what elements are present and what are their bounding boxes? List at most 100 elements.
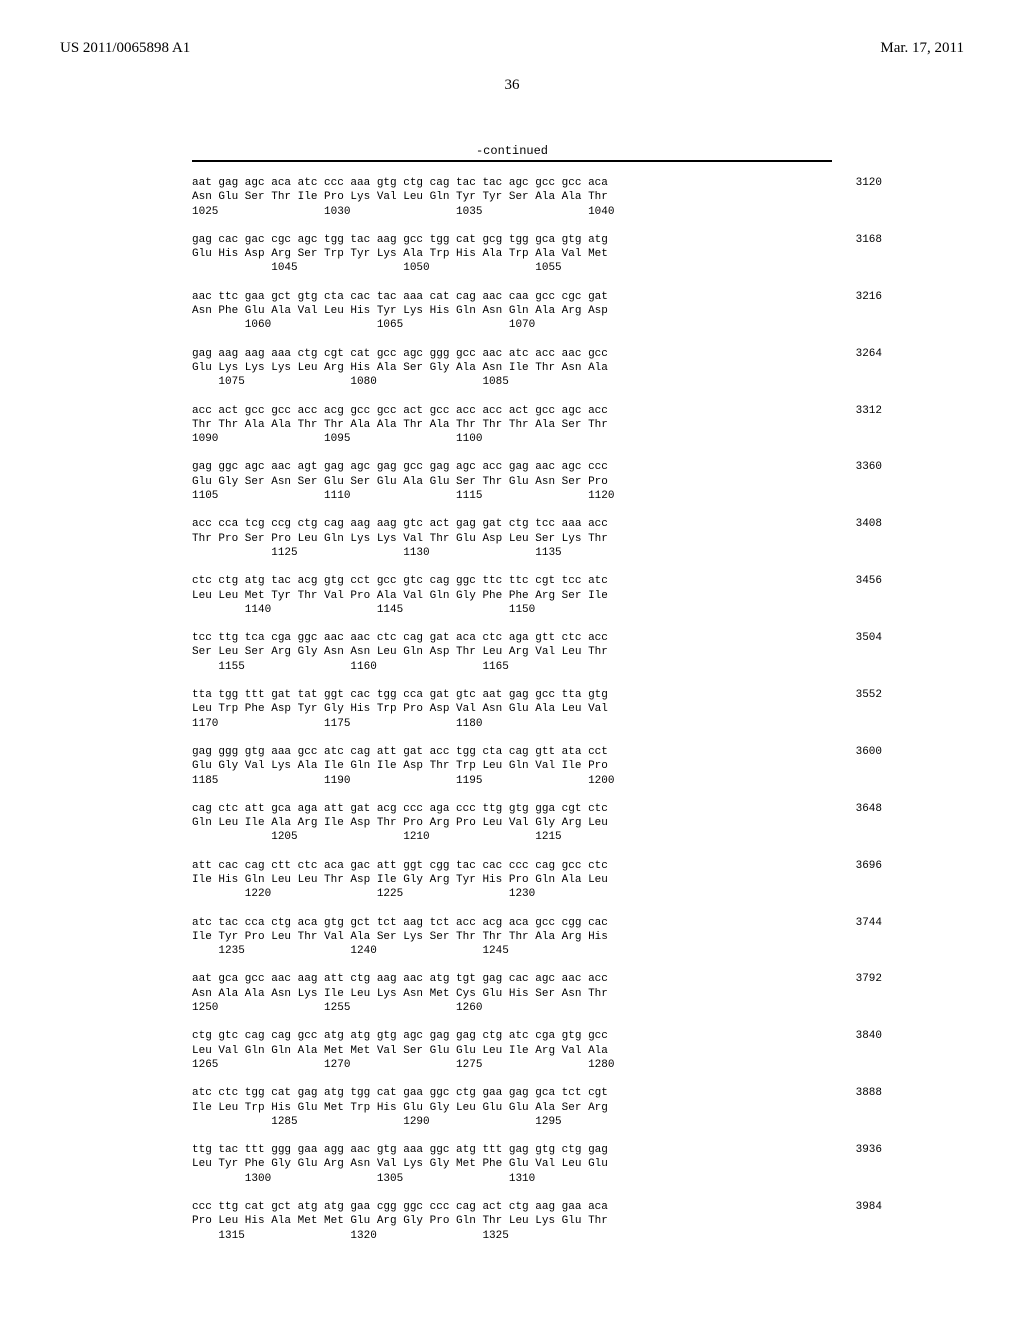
end-position-number: 3696 [856, 859, 882, 873]
end-position-number: 3648 [856, 802, 882, 816]
dna-line: acc cca tcg ccg ctg cag aag aag gtc act … [192, 517, 832, 531]
position-line: 1140 1145 1150 [192, 603, 832, 617]
position-line: 1220 1225 1230 [192, 887, 832, 901]
position-line: 1060 1065 1070 [192, 318, 832, 332]
sequence-block: 3744atc tac cca ctg aca gtg gct tct aag … [192, 916, 832, 959]
amino-acid-line: Ser Leu Ser Arg Gly Asn Asn Leu Gln Asp … [192, 645, 832, 659]
page-number: 36 [60, 77, 964, 94]
dna-line: gag ggg gtg aaa gcc atc cag att gat acc … [192, 745, 832, 759]
dna-line: tta tgg ttt gat tat ggt cac tgg cca gat … [192, 688, 832, 702]
amino-acid-line: Leu Leu Met Tyr Thr Val Pro Ala Val Gln … [192, 589, 832, 603]
sequence-block: 3312acc act gcc gcc acc acg gcc gcc act … [192, 404, 832, 447]
sequence-block: 3552tta tgg ttt gat tat ggt cac tgg cca … [192, 688, 832, 731]
dna-line: gag cac gac cgc agc tgg tac aag gcc tgg … [192, 233, 832, 247]
position-line: 1185 1190 1195 1200 [192, 774, 832, 788]
end-position-number: 3936 [856, 1143, 882, 1157]
dna-line: aat gag agc aca atc ccc aaa gtg ctg cag … [192, 176, 832, 190]
position-line: 1235 1240 1245 [192, 944, 832, 958]
amino-acid-line: Pro Leu His Ala Met Met Glu Arg Gly Pro … [192, 1214, 832, 1228]
amino-acid-line: Asn Glu Ser Thr Ile Pro Lys Val Leu Gln … [192, 190, 832, 204]
sequence-block: 3984ccc ttg cat gct atg atg gaa cgg ggc … [192, 1200, 832, 1243]
position-line: 1170 1175 1180 [192, 717, 832, 731]
dna-line: ctg gtc cag cag gcc atg atg gtg agc gag … [192, 1029, 832, 1043]
position-line: 1205 1210 1215 [192, 830, 832, 844]
end-position-number: 3456 [856, 574, 882, 588]
sequence-block: 3936ttg tac ttt ggg gaa agg aac gtg aaa … [192, 1143, 832, 1186]
sequence-block: 3168gag cac gac cgc agc tgg tac aag gcc … [192, 233, 832, 276]
end-position-number: 3360 [856, 460, 882, 474]
sequence-block: 3360gag ggc agc aac agt gag agc gag gcc … [192, 460, 832, 503]
sequence-block: 3648cag ctc att gca aga att gat acg ccc … [192, 802, 832, 845]
end-position-number: 3984 [856, 1200, 882, 1214]
position-line: 1025 1030 1035 1040 [192, 205, 832, 219]
dna-line: ctc ctg atg tac acg gtg cct gcc gtc cag … [192, 574, 832, 588]
amino-acid-line: Thr Pro Ser Pro Leu Gln Lys Lys Val Thr … [192, 532, 832, 546]
dna-line: aat gca gcc aac aag att ctg aag aac atg … [192, 972, 832, 986]
amino-acid-line: Glu Gly Ser Asn Ser Glu Ser Glu Ala Glu … [192, 475, 832, 489]
end-position-number: 3504 [856, 631, 882, 645]
dna-line: atc tac cca ctg aca gtg gct tct aag tct … [192, 916, 832, 930]
end-position-number: 3168 [856, 233, 882, 247]
amino-acid-line: Glu Lys Lys Lys Leu Arg His Ala Ser Gly … [192, 361, 832, 375]
end-position-number: 3840 [856, 1029, 882, 1043]
dna-line: aac ttc gaa gct gtg cta cac tac aaa cat … [192, 290, 832, 304]
end-position-number: 3216 [856, 290, 882, 304]
amino-acid-line: Leu Tyr Phe Gly Glu Arg Asn Val Lys Gly … [192, 1157, 832, 1171]
amino-acid-line: Asn Ala Ala Asn Lys Ile Leu Lys Asn Met … [192, 987, 832, 1001]
amino-acid-line: Glu Gly Val Lys Ala Ile Gln Ile Asp Thr … [192, 759, 832, 773]
sequence-block: 3456ctc ctg atg tac acg gtg cct gcc gtc … [192, 574, 832, 617]
sequence-block: 3120aat gag agc aca atc ccc aaa gtg ctg … [192, 176, 832, 219]
amino-acid-line: Thr Thr Ala Ala Thr Thr Ala Ala Thr Ala … [192, 418, 832, 432]
sequence-block: 3600gag ggg gtg aaa gcc atc cag att gat … [192, 745, 832, 788]
dna-line: atc ctc tgg cat gag atg tgg cat gaa ggc … [192, 1086, 832, 1100]
amino-acid-line: Ile Leu Trp His Glu Met Trp His Glu Gly … [192, 1101, 832, 1115]
position-line: 1090 1095 1100 [192, 432, 832, 446]
position-line: 1315 1320 1325 [192, 1229, 832, 1243]
position-line: 1075 1080 1085 [192, 375, 832, 389]
position-line: 1250 1255 1260 [192, 1001, 832, 1015]
sequence-block: 3216aac ttc gaa gct gtg cta cac tac aaa … [192, 290, 832, 333]
sequence-block: 3888atc ctc tgg cat gag atg tgg cat gaa … [192, 1086, 832, 1129]
sequence-block: 3504tcc ttg tca cga ggc aac aac ctc cag … [192, 631, 832, 674]
end-position-number: 3744 [856, 916, 882, 930]
sequence-container: 3120aat gag agc aca atc ccc aaa gtg ctg … [192, 160, 832, 1243]
dna-line: gag ggc agc aac agt gag agc gag gcc gag … [192, 460, 832, 474]
position-line: 1125 1130 1135 [192, 546, 832, 560]
position-line: 1285 1290 1295 [192, 1115, 832, 1129]
dna-line: tcc ttg tca cga ggc aac aac ctc cag gat … [192, 631, 832, 645]
dna-line: gag aag aag aaa ctg cgt cat gcc agc ggg … [192, 347, 832, 361]
dna-line: cag ctc att gca aga att gat acg ccc aga … [192, 802, 832, 816]
amino-acid-line: Leu Val Gln Gln Ala Met Met Val Ser Glu … [192, 1044, 832, 1058]
amino-acid-line: Glu His Asp Arg Ser Trp Tyr Lys Ala Trp … [192, 247, 832, 261]
end-position-number: 3264 [856, 347, 882, 361]
amino-acid-line: Asn Phe Glu Ala Val Leu His Tyr Lys His … [192, 304, 832, 318]
end-position-number: 3600 [856, 745, 882, 759]
end-position-number: 3552 [856, 688, 882, 702]
end-position-number: 3120 [856, 176, 882, 190]
sequence-block: 3408acc cca tcg ccg ctg cag aag aag gtc … [192, 517, 832, 560]
dna-line: ccc ttg cat gct atg atg gaa cgg ggc ccc … [192, 1200, 832, 1214]
end-position-number: 3888 [856, 1086, 882, 1100]
dna-line: acc act gcc gcc acc acg gcc gcc act gcc … [192, 404, 832, 418]
sequence-block: 3696att cac cag ctt ctc aca gac att ggt … [192, 859, 832, 902]
dna-line: att cac cag ctt ctc aca gac att ggt cgg … [192, 859, 832, 873]
sequence-block: 3840ctg gtc cag cag gcc atg atg gtg agc … [192, 1029, 832, 1072]
sequence-block: 3792aat gca gcc aac aag att ctg aag aac … [192, 972, 832, 1015]
dna-line: ttg tac ttt ggg gaa agg aac gtg aaa ggc … [192, 1143, 832, 1157]
amino-acid-line: Leu Trp Phe Asp Tyr Gly His Trp Pro Asp … [192, 702, 832, 716]
position-line: 1105 1110 1115 1120 [192, 489, 832, 503]
position-line: 1300 1305 1310 [192, 1172, 832, 1186]
position-line: 1265 1270 1275 1280 [192, 1058, 832, 1072]
end-position-number: 3312 [856, 404, 882, 418]
amino-acid-line: Ile Tyr Pro Leu Thr Val Ala Ser Lys Ser … [192, 930, 832, 944]
position-line: 1155 1160 1165 [192, 660, 832, 674]
amino-acid-line: Ile His Gln Leu Leu Thr Asp Ile Gly Arg … [192, 873, 832, 887]
publication-date: Mar. 17, 2011 [880, 40, 964, 57]
sequence-block: 3264gag aag aag aaa ctg cgt cat gcc agc … [192, 347, 832, 390]
end-position-number: 3792 [856, 972, 882, 986]
end-position-number: 3408 [856, 517, 882, 531]
publication-number: US 2011/0065898 A1 [60, 40, 190, 57]
amino-acid-line: Gln Leu Ile Ala Arg Ile Asp Thr Pro Arg … [192, 816, 832, 830]
continued-label: -continued [60, 144, 964, 158]
position-line: 1045 1050 1055 [192, 261, 832, 275]
